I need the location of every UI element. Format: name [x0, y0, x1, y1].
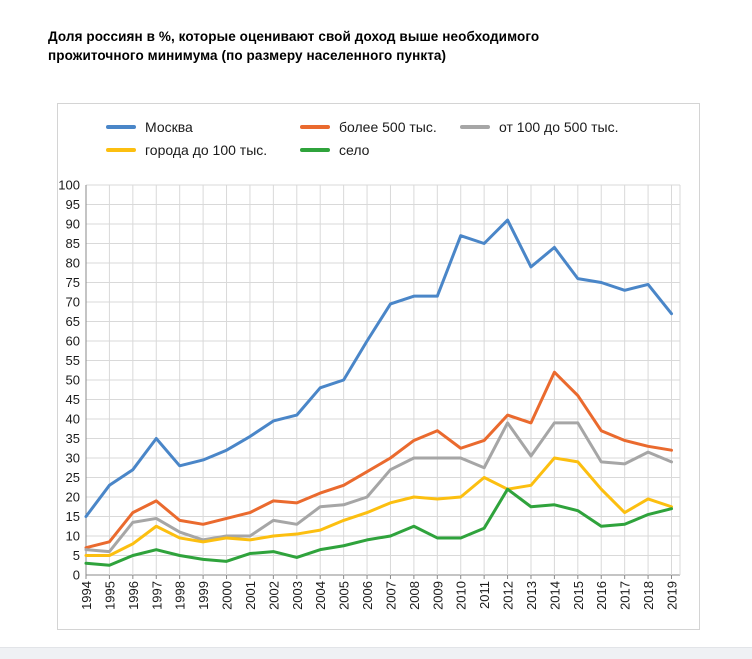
legend-label: Москва [145, 119, 193, 135]
x-tick-label: 2016 [594, 581, 609, 610]
x-tick-label: 2004 [313, 581, 328, 610]
x-tick-label: 2010 [454, 581, 469, 610]
x-tick-label: 2000 [220, 581, 235, 610]
y-tick-label: 60 [66, 334, 80, 349]
y-tick-label: 45 [66, 392, 80, 407]
y-tick-label: 100 [58, 178, 80, 193]
x-tick-label: 2011 [477, 581, 492, 609]
y-tick-label: 50 [66, 373, 80, 388]
y-tick-label: 55 [66, 353, 80, 368]
x-tick-label: 1997 [149, 581, 164, 610]
x-tick-label: 1995 [102, 581, 117, 610]
legend-swatch-icon [460, 125, 490, 129]
y-tick-label: 15 [66, 509, 80, 524]
legend-item-3[interactable]: от 100 до 500 тыс. [460, 119, 619, 135]
y-tick-label: 95 [66, 197, 80, 212]
chart-title: Доля россиян в %, которые оценивают свой… [48, 27, 718, 65]
series-line-5 [84, 487, 673, 567]
y-tick-label: 35 [66, 431, 80, 446]
line-chart: 0 5 10 15 20 25 30 35 40 45 50 55 60 65 70 75 80 85 90 95 10… [58, 178, 681, 610]
series-line-1 [84, 218, 673, 518]
y-tick-label: 70 [66, 295, 80, 310]
legend-item-5[interactable]: село [300, 142, 369, 158]
legend-item-1[interactable]: Москва [106, 119, 193, 135]
chart-container: Москва более 500 тыс. от 100 до 500 тыс. го… [57, 103, 700, 630]
x-tick-label: 2003 [290, 581, 305, 610]
y-tick-label: 75 [66, 275, 80, 290]
x-tick-label: 2005 [337, 581, 352, 610]
y-tick-label: 30 [66, 451, 80, 466]
series-line-3 [84, 421, 673, 554]
x-axis-tick-labels: 1994 1995 1996 1997 1998 1999 2000 2001 2002 2003… [79, 575, 680, 610]
y-tick-label: 90 [66, 217, 80, 232]
y-tick-label: 85 [66, 236, 80, 251]
x-tick-label: 1999 [196, 581, 211, 610]
x-tick-label: 2008 [407, 581, 422, 610]
y-axis-tick-labels: 0 5 10 15 20 25 30 35 40 45 50 55 60 65 70 75 80 85 90 95 10… [58, 178, 80, 583]
y-tick-label: 40 [66, 412, 80, 427]
x-tick-label: 2013 [524, 581, 539, 610]
y-tick-label: 65 [66, 314, 80, 329]
x-tick-label: 2017 [618, 581, 633, 610]
y-tick-label: 0 [73, 568, 80, 583]
legend-label: село [339, 142, 370, 158]
x-tick-label: 2007 [383, 581, 398, 610]
chart-title-line-1: Доля россиян в %, которые оценивают свой… [48, 29, 540, 44]
x-tick-label: 2002 [266, 581, 281, 610]
legend-item-4[interactable]: города до 100 тыс. [106, 142, 267, 158]
legend-swatch-icon [106, 148, 136, 152]
x-tick-label: 1996 [126, 581, 141, 610]
y-tick-label: 25 [66, 470, 80, 485]
x-tick-label: 2019 [665, 581, 680, 610]
chart-title-line-2: прожиточного минимума (по размеру населе… [48, 48, 447, 63]
series-line-2 [84, 370, 673, 550]
x-tick-label: 2006 [360, 581, 375, 610]
x-tick-label: 2014 [547, 581, 562, 610]
y-tick-label: 20 [66, 490, 80, 505]
x-tick-label: 2018 [641, 581, 656, 610]
x-tick-label: 1998 [173, 581, 188, 610]
legend-swatch-icon [300, 125, 330, 129]
x-tick-label: 2015 [571, 581, 586, 610]
x-tick-label: 2001 [243, 581, 258, 610]
y-tick-label: 10 [66, 529, 80, 544]
series-line-4 [84, 456, 673, 557]
legend-label: более 500 тыс. [339, 119, 437, 135]
legend-swatch-icon [300, 148, 330, 152]
y-tick-label: 5 [73, 548, 80, 563]
legend-item-2[interactable]: более 500 тыс. [300, 119, 437, 135]
legend-swatch-icon [106, 125, 136, 129]
x-tick-label: 1994 [79, 581, 94, 610]
data-series [84, 218, 673, 567]
x-tick-label: 2009 [430, 581, 445, 610]
legend-label: города до 100 тыс. [145, 142, 268, 158]
legend-label: от 100 до 500 тыс. [499, 119, 619, 135]
x-tick-label: 2012 [501, 581, 516, 610]
y-tick-label: 80 [66, 256, 80, 271]
window-bottom-strip [0, 647, 752, 659]
